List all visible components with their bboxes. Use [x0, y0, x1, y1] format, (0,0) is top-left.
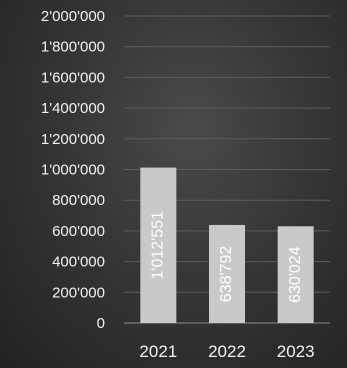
x-tick-label: 2021 — [139, 342, 177, 361]
y-tick-label: 400'000 — [52, 254, 105, 271]
bar — [209, 224, 245, 323]
y-tick-label: 0 — [97, 315, 105, 332]
y-tick-label: 1'400'000 — [41, 100, 105, 117]
y-tick-label: 1'600'000 — [41, 69, 105, 86]
x-tick-label: 2023 — [277, 342, 315, 361]
data-label: 638'792 — [218, 246, 235, 303]
data-label: 1'012'551 — [150, 211, 167, 280]
y-tick-label: 1'000'000 — [41, 162, 105, 179]
bar — [140, 167, 177, 323]
x-tick-label: 2022 — [208, 342, 246, 361]
bar — [277, 226, 314, 323]
y-tick-label: 600'000 — [52, 223, 105, 240]
y-tick-label: 1'200'000 — [41, 131, 105, 148]
y-tick-label: 800'000 — [52, 192, 105, 209]
y-tick-label: 2'000'000 — [41, 8, 105, 25]
y-tick-label: 1'800'000 — [41, 39, 105, 56]
data-label: 630'024 — [287, 246, 304, 303]
y-tick-label: 200'000 — [52, 284, 105, 301]
